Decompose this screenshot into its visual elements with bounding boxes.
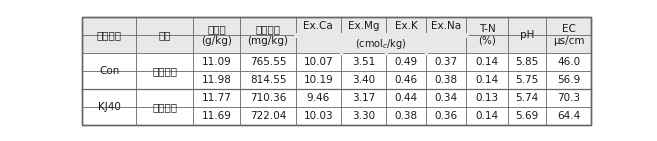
Text: 0.14: 0.14	[476, 111, 499, 121]
Text: 3.40: 3.40	[352, 75, 375, 85]
Text: 70.3: 70.3	[557, 93, 580, 103]
Text: 0.34: 0.34	[435, 93, 458, 103]
Text: 5.75: 5.75	[516, 75, 539, 85]
Text: 3.30: 3.30	[352, 111, 375, 121]
Text: 양질사토: 양질사토	[152, 102, 177, 112]
Text: EC
μs/cm: EC μs/cm	[553, 24, 585, 46]
Text: 0.14: 0.14	[476, 57, 499, 67]
Text: 11.69: 11.69	[202, 111, 232, 121]
Text: 5.69: 5.69	[516, 111, 539, 121]
Text: 0.49: 0.49	[394, 57, 418, 67]
Bar	[82, 53, 591, 71]
Text: 0.14: 0.14	[476, 75, 499, 85]
Text: 0.44: 0.44	[394, 93, 418, 103]
Text: 양질사토: 양질사토	[152, 66, 177, 76]
Text: 710.36: 710.36	[250, 93, 286, 103]
Text: Ex.Na: Ex.Na	[431, 21, 461, 31]
Text: pH: pH	[520, 30, 534, 40]
Text: KJ40: KJ40	[98, 102, 121, 112]
Text: 11.98: 11.98	[202, 75, 232, 85]
Text: 토성: 토성	[158, 30, 171, 40]
Text: 0.46: 0.46	[394, 75, 418, 85]
Text: T-N
(%): T-N (%)	[478, 24, 496, 46]
Text: 64.4: 64.4	[557, 111, 580, 121]
Text: 5.74: 5.74	[516, 93, 539, 103]
Text: (cmol$_c$/kg): (cmol$_c$/kg)	[355, 37, 407, 51]
Text: 722.04: 722.04	[250, 111, 286, 121]
Text: 814.55: 814.55	[250, 75, 286, 85]
Text: 5.85: 5.85	[516, 57, 539, 67]
Bar	[82, 71, 591, 89]
Text: 10.07: 10.07	[304, 57, 333, 67]
Bar	[82, 89, 591, 107]
Text: 765.55: 765.55	[250, 57, 286, 67]
Text: 0.38: 0.38	[394, 111, 418, 121]
Text: Ex.Mg: Ex.Mg	[348, 21, 379, 31]
Text: 유기물
(g/kg): 유기물 (g/kg)	[201, 24, 232, 46]
Text: 46.0: 46.0	[557, 57, 580, 67]
Text: 10.19: 10.19	[304, 75, 333, 85]
Bar	[82, 107, 591, 125]
Text: Con: Con	[99, 66, 120, 76]
Text: 9.46: 9.46	[307, 93, 330, 103]
Text: 10.03: 10.03	[304, 111, 333, 121]
Text: 56.9: 56.9	[557, 75, 580, 85]
Bar	[82, 17, 591, 53]
Text: 토양시료: 토양시료	[97, 30, 122, 40]
Text: 3.17: 3.17	[351, 93, 375, 103]
Text: 11.09: 11.09	[202, 57, 231, 67]
Text: Ex.Ca: Ex.Ca	[304, 21, 333, 31]
Text: 0.36: 0.36	[435, 111, 458, 121]
Text: 11.77: 11.77	[202, 93, 232, 103]
Text: 유효인산
(mg/kg): 유효인산 (mg/kg)	[248, 24, 288, 46]
Text: 0.38: 0.38	[435, 75, 458, 85]
Text: Ex.K: Ex.K	[395, 21, 417, 31]
Text: 0.13: 0.13	[476, 93, 499, 103]
Text: 3.51: 3.51	[351, 57, 375, 67]
Text: 0.37: 0.37	[435, 57, 458, 67]
